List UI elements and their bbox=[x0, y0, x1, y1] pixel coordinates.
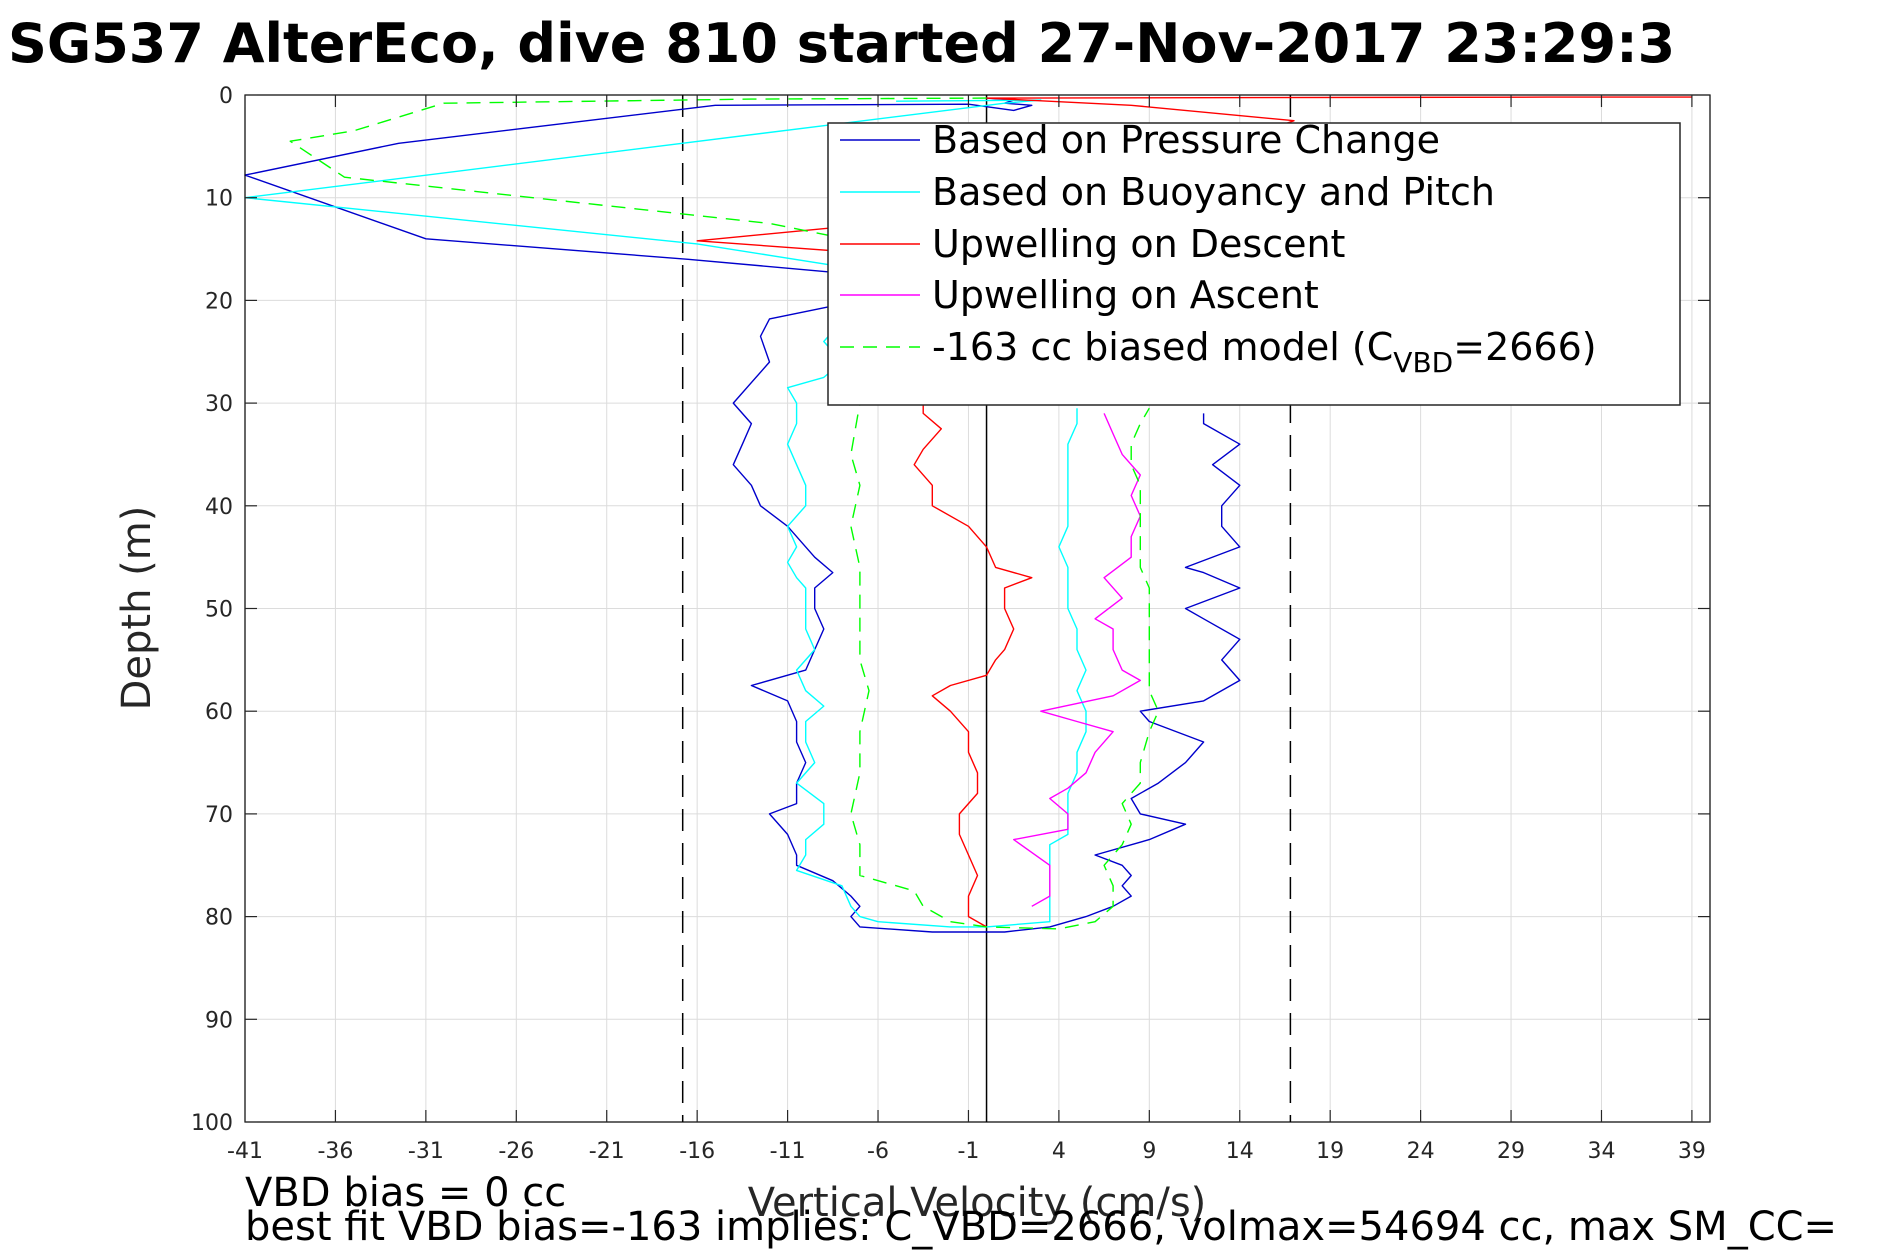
x-tick-label: -11 bbox=[770, 1139, 806, 1164]
y-tick-label: 0 bbox=[219, 84, 233, 109]
x-tick-label: -26 bbox=[498, 1139, 534, 1164]
x-tick-label: -1 bbox=[957, 1139, 979, 1164]
y-tick-label: 80 bbox=[205, 906, 233, 931]
x-tick-label: 14 bbox=[1226, 1139, 1254, 1164]
x-tick-label: 39 bbox=[1678, 1139, 1706, 1164]
x-tick-label: -31 bbox=[408, 1139, 444, 1164]
legend-items: Based on Pressure Change Based on Buoyanc… bbox=[840, 118, 1597, 379]
x-tick-label: 29 bbox=[1497, 1139, 1525, 1164]
x-tick-label: 34 bbox=[1587, 1139, 1615, 1164]
y-ticks: 0 10 20 30 40 50 60 70 80 90 100 bbox=[191, 84, 1710, 1136]
chart-title: SG537 AlterEco, dive 810 started 27-Nov-… bbox=[8, 12, 1675, 75]
x-tick-label: -41 bbox=[227, 1139, 263, 1164]
x-tick-label: 24 bbox=[1407, 1139, 1435, 1164]
y-axis-label: Depth (m) bbox=[114, 506, 160, 711]
legend-label: Upwelling on Descent bbox=[932, 222, 1345, 266]
x-tick-label: 4 bbox=[1052, 1139, 1066, 1164]
footer-line-1: VBD bias = 0 cc bbox=[245, 1170, 566, 1216]
y-tick-label: 100 bbox=[191, 1111, 233, 1136]
legend-label: -163 cc biased model (CVBD=2666) bbox=[932, 325, 1597, 379]
series-line-1 bbox=[244, 99, 1087, 928]
x-tick-label: -21 bbox=[589, 1139, 625, 1164]
legend-label: Based on Buoyancy and Pitch bbox=[932, 170, 1495, 214]
legend: Based on Pressure Change Based on Buoyanc… bbox=[827, 118, 1681, 406]
y-tick-label: 60 bbox=[205, 700, 233, 725]
x-tick-label: -6 bbox=[867, 1139, 889, 1164]
x-axis-label: Vertical Velocity (cm/s) bbox=[748, 1180, 1207, 1226]
legend-label: Based on Pressure Change bbox=[932, 118, 1440, 162]
footer-line-2: best fit VBD bias=-163 implies: C_VBD=26… bbox=[245, 1204, 1837, 1250]
y-tick-label: 50 bbox=[205, 598, 233, 623]
x-tick-label: 19 bbox=[1316, 1139, 1344, 1164]
legend-box bbox=[827, 122, 1681, 406]
y-tick-label: 20 bbox=[205, 289, 233, 314]
x-tick-label: 9 bbox=[1142, 1139, 1156, 1164]
y-tick-label: 70 bbox=[205, 803, 233, 828]
x-tick-label: -36 bbox=[317, 1139, 353, 1164]
x-tick-label: -16 bbox=[679, 1139, 715, 1164]
y-tick-label: 40 bbox=[205, 495, 233, 520]
y-tick-label: 10 bbox=[205, 187, 233, 212]
y-tick-label: 90 bbox=[205, 1008, 233, 1033]
x-ticks: -41 -36 -31 -26 -21 -16 -11 -6 -1 4 9 14 19 24 29 34 39 bbox=[227, 95, 1706, 1164]
legend-label-prefix: -163 cc biased model (C bbox=[932, 325, 1393, 369]
legend-label-suffix: =2666) bbox=[1453, 325, 1596, 369]
legend-label: Upwelling on Ascent bbox=[932, 273, 1319, 317]
legend-label-subscript: VBD bbox=[1393, 346, 1453, 379]
y-tick-label: 30 bbox=[205, 392, 233, 417]
